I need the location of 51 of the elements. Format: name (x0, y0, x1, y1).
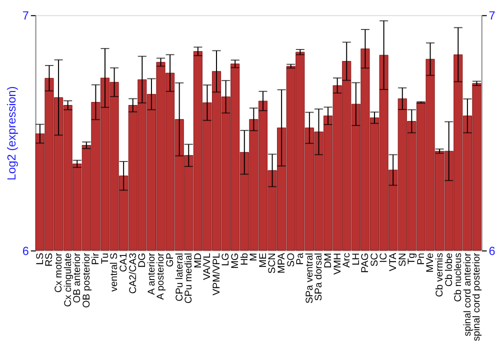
x-tick-label: VPM/VPL (211, 252, 222, 296)
x-tick-label: spinal cord anterior (462, 252, 474, 336)
y2-tick-label: 6 (488, 244, 496, 258)
x-tick-label: DM (322, 252, 334, 268)
x-tick-label: Cb lobe (444, 252, 455, 287)
x-tick-label: Hb (239, 252, 250, 266)
x-tick-label: SC (369, 252, 380, 267)
x-tick-label: SCN (267, 252, 278, 274)
x-tick-label: Pn (416, 252, 427, 265)
x-tick-label: CA2/CA3 (128, 252, 139, 294)
x-tick-label: A posterior (156, 252, 167, 300)
x-tick-label: OB anterior (72, 252, 84, 303)
x-tick-label: Tg (406, 252, 418, 264)
x-tick-label: Pa (295, 252, 306, 265)
x-tick-label: Cb nucleus (453, 252, 464, 302)
x-tick-label: SN (397, 252, 408, 267)
x-tick-label: spinal cord posterior (472, 252, 483, 342)
x-tick-label: CPu medial (184, 252, 195, 304)
x-tick-label: OB posterior (81, 252, 92, 308)
x-tick-label: M (248, 252, 260, 262)
x-tick-label: A anterior (146, 252, 158, 295)
x-tick-label: LG (220, 252, 232, 266)
x-tick-label: IC (378, 252, 390, 263)
x-tick-label: CPu lateral (174, 252, 186, 302)
x-tick-label: VTA (388, 252, 400, 272)
x-tick-label: CA1 (118, 252, 130, 272)
x-tick-label: ME (258, 252, 269, 268)
x-tick-label: Pir (90, 252, 102, 265)
x-tick-label: Cx cingulate (62, 252, 74, 307)
x-tick-label: DG (137, 252, 148, 268)
x-tick-label: VA/VL (202, 252, 214, 280)
x-tick-label: Arc (342, 252, 353, 268)
x-tick-label: MVe (425, 252, 436, 272)
x-tick-label: MG (230, 252, 242, 269)
x-tick-label: LH (350, 252, 362, 266)
x-tick-label: Tu (100, 252, 111, 264)
x-tick-label: ventral S (109, 252, 120, 292)
x-tick-label: GP (164, 252, 176, 268)
x-tick-label: Cx motor (53, 252, 64, 293)
x-tick-label: RS (44, 252, 56, 267)
x-tick-label: PAG (360, 252, 372, 273)
x-tick-label: MPA (276, 252, 288, 274)
x-tick-label: Cb vermis (434, 252, 446, 297)
x-tick-label: MD (192, 252, 204, 268)
x-tick-label: SPa ventral (304, 252, 316, 304)
x-tick-label: VMH (332, 252, 344, 275)
x-tick-label: SO (286, 252, 297, 268)
y2-tick-label: 7 (488, 10, 496, 23)
y-axis-title: Log2 (expression) (6, 86, 19, 180)
x-tick-label: SPa dorsal (314, 252, 325, 301)
x-tick-label: LS (34, 252, 46, 265)
